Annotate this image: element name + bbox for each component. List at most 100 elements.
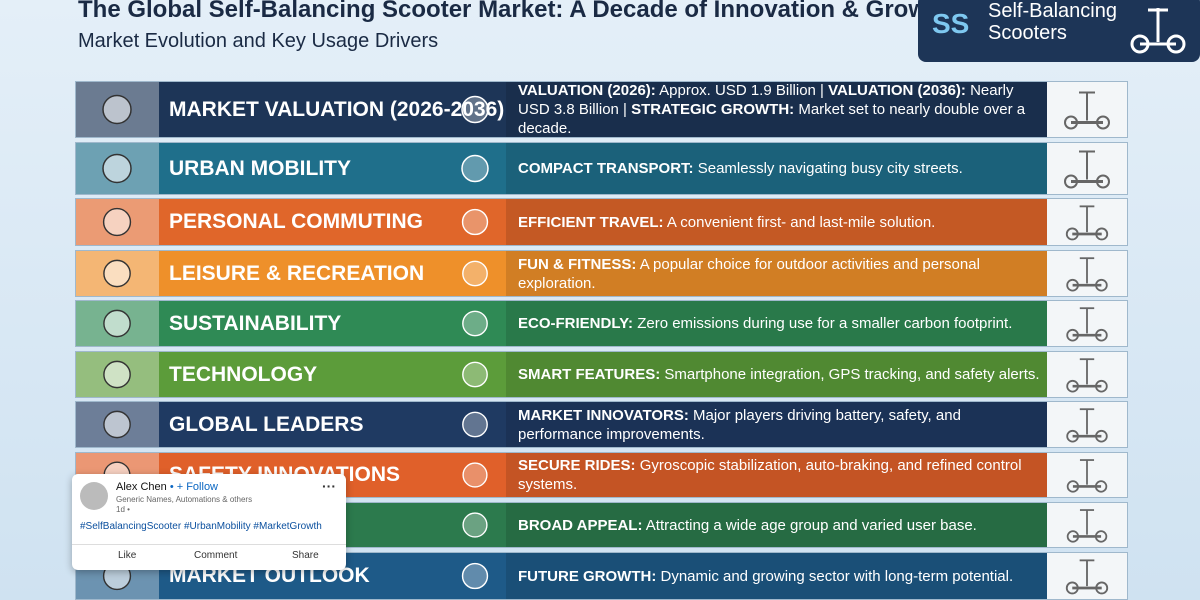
row-icon-2: [444, 143, 506, 194]
row: TECHNOLOGY SMART FEATURES: Smartphone int…: [75, 351, 1128, 398]
scooter-image: [1047, 143, 1127, 194]
logo-initials: SS: [932, 8, 970, 39]
scooter-image: [1047, 553, 1127, 599]
scooter-image: [1047, 82, 1127, 137]
description-text: ECO-FRIENDLY: Zero emissions during use …: [518, 314, 1012, 333]
row-label: MARKET VALUATION (2026-2036): [169, 97, 505, 121]
row: GLOBAL LEADERS MARKET INNOVATORS: Major p…: [75, 401, 1128, 448]
time: 1d •: [116, 505, 130, 514]
more[interactable]: ···: [322, 478, 336, 494]
row-icon-2: [444, 301, 506, 346]
detail: Attracting a wide age group and varied u…: [645, 516, 977, 534]
row-icon: [76, 402, 159, 447]
scooter-image: [1047, 503, 1127, 547]
row-description: FUN & FITNESS: A popular choice for outd…: [506, 251, 1049, 296]
logo-box: SS Self-Balancing Scooters: [918, 0, 1200, 62]
row: PERSONAL COMMUTING EFFICIENT TRAVEL: A co…: [75, 198, 1128, 246]
title: The Global Self-Balancing Scooter Market…: [78, 0, 950, 23]
description-text: EFFICIENT TRAVEL: A convenient first- an…: [518, 213, 935, 232]
headline: Generic Names, Automations & others: [116, 495, 253, 504]
detail: Zero emissions during use for a smaller …: [637, 315, 1013, 332]
lead: ECO-FRIENDLY:: [518, 315, 634, 332]
row-icon-2: [444, 453, 506, 497]
row-icon-2: [444, 251, 506, 296]
description-text: SECURE RIDES: Gyroscopic stabilization, …: [518, 456, 1049, 494]
share[interactable]: Share: [292, 550, 319, 561]
row-icon-2: [444, 503, 506, 547]
author-name[interactable]: Alex Chen: [116, 481, 167, 493]
row-icon: [76, 301, 159, 346]
row-description: COMPACT TRANSPORT: Seamlessly navigating…: [506, 143, 1049, 194]
description-text: FUTURE GROWTH: Dynamic and growing secto…: [518, 567, 1013, 586]
row-description: VALUATION (2026): Approx. USD 1.9 Billio…: [506, 82, 1049, 137]
logo-icon: [1130, 8, 1186, 54]
row-icon: [76, 251, 159, 296]
logo-text: Self-Balancing Scooters: [988, 0, 1117, 44]
detail: Seamlessly navigating busy city streets.: [697, 160, 963, 177]
divider: [72, 544, 346, 545]
lead: FUTURE GROWTH:: [518, 567, 657, 585]
follow[interactable]: • + Follow: [169, 481, 219, 493]
row-icon-2: [444, 402, 506, 447]
lead: VALUATION (2036):: [828, 82, 966, 99]
description-text: FUN & FITNESS: A popular choice for outd…: [518, 255, 1049, 293]
row-description: SECURE RIDES: Gyroscopic stabilization, …: [506, 453, 1049, 497]
row-icon-2: [444, 553, 506, 599]
row-label: URBAN MOBILITY: [169, 156, 351, 180]
post-card: Alex Chen • + Follow Generic Names, Auto…: [72, 474, 346, 570]
description-text: SMART FEATURES: Smartphone integration, …: [518, 365, 1040, 384]
detail: A popular choice for outdoor activities …: [518, 255, 980, 292]
detail: Major players driving battery, safety, a…: [518, 406, 961, 443]
like[interactable]: Like: [118, 550, 137, 561]
row-description: BROAD APPEAL: Attracting a wide age grou…: [506, 503, 1049, 547]
lead: COMPACT TRANSPORT:: [518, 160, 694, 177]
subtitle: Market Evolution and Key Usage Drivers: [78, 30, 439, 52]
row-icon-2: [444, 82, 506, 137]
lead: VALUATION (2026):: [518, 82, 656, 99]
lead: EFFICIENT TRAVEL:: [518, 213, 664, 231]
row-icon: [76, 199, 159, 245]
lead: FUN & FITNESS:: [518, 255, 637, 273]
row-description: EFFICIENT TRAVEL: A convenient first- an…: [506, 199, 1049, 245]
row-icon-2: [444, 352, 506, 397]
description-text: MARKET INNOVATORS: Major players driving…: [518, 406, 1049, 444]
detail: Dynamic and growing sector with long-ter…: [660, 567, 1014, 585]
lead: BROAD APPEAL:: [518, 516, 643, 534]
scooter-image: [1047, 199, 1127, 245]
scooter-image: [1047, 402, 1127, 447]
detail: A convenient first- and last-mile soluti…: [666, 213, 936, 231]
row-label: GLOBAL LEADERS: [169, 412, 364, 436]
lead: STRATEGIC GROWTH:: [631, 101, 795, 118]
scooter-image: [1047, 251, 1127, 296]
lead: MARKET INNOVATORS:: [518, 406, 689, 424]
row-description: ECO-FRIENDLY: Zero emissions during use …: [506, 301, 1049, 346]
author[interactable]: Alex Chen • + Follow: [116, 481, 218, 493]
scooter-image: [1047, 301, 1127, 346]
detail: Market set to nearly double over a decad…: [518, 101, 1026, 137]
row-label: SUSTAINABILITY: [169, 311, 342, 335]
row: SUSTAINABILITY ECO-FRIENDLY: Zero emissio…: [75, 300, 1128, 347]
row-label: TECHNOLOGY: [169, 362, 318, 386]
comment[interactable]: Comment: [194, 550, 238, 561]
row: MARKET VALUATION (2026-2036) VALUATION (2…: [75, 81, 1128, 138]
hashtags[interactable]: #SelfBalancingScooter #UrbanMobility #Ma…: [80, 521, 322, 532]
row-description: MARKET INNOVATORS: Major players driving…: [506, 402, 1049, 447]
description-text: VALUATION (2026): Approx. USD 1.9 Billio…: [518, 81, 1049, 138]
detail: Nearly USD 3.8 Billion |: [518, 82, 1014, 118]
row-icon: [76, 82, 159, 137]
lead: SECURE RIDES:: [518, 457, 636, 474]
row-icon-2: [444, 199, 506, 245]
description-text: COMPACT TRANSPORT: Seamlessly navigating…: [518, 159, 963, 178]
detail: Gyroscopic stabilization, auto-braking, …: [518, 457, 1022, 493]
detail: Approx. USD 1.9 Billion |: [659, 82, 824, 99]
row-icon: [76, 352, 159, 397]
scooter-image: [1047, 453, 1127, 497]
row-label: PERSONAL COMMUTING: [169, 210, 423, 233]
row-icon: [76, 143, 159, 194]
lead: SMART FEATURES:: [518, 366, 661, 383]
avatar[interactable]: [80, 482, 108, 510]
row: LEISURE & RECREATION FUN & FITNESS: A pop…: [75, 250, 1128, 297]
row-description: FUTURE GROWTH: Dynamic and growing secto…: [506, 553, 1049, 599]
detail: Smartphone integration, GPS tracking, an…: [664, 366, 1040, 383]
